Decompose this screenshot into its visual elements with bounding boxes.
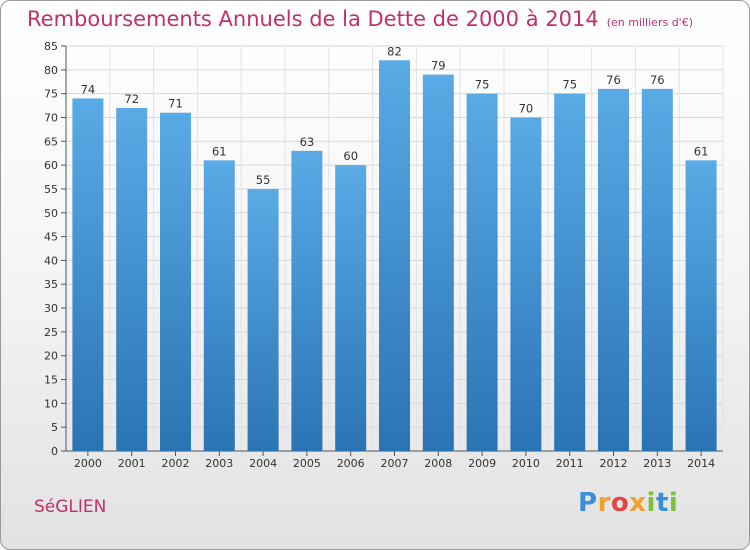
bar [335,165,367,451]
bar [72,98,104,451]
bar [685,160,717,451]
data-label: 70 [519,101,534,115]
y-tick-label: 85 [44,40,58,53]
y-tick-label: 70 [44,111,58,124]
x-tick-label: 2012 [600,457,628,470]
bar [247,188,279,452]
x-tick-label: 2014 [687,457,715,470]
x-tick-label: 2001 [118,457,146,470]
data-label: 82 [387,44,402,58]
bars [72,60,717,452]
bar [116,107,148,452]
y-tick-label: 25 [44,326,58,339]
data-label: 61 [694,144,709,158]
y-tick-label: 10 [44,397,58,410]
data-label: 60 [343,149,358,163]
data-label: 76 [606,73,621,87]
data-label: 55 [256,173,271,187]
x-tick-label: 2011 [556,457,584,470]
title-text: Remboursements Annuels de la Dette de 20… [27,7,599,31]
bar [203,160,235,451]
y-tick-label: 35 [44,278,58,291]
x-tick-label: 2010 [512,457,540,470]
y-tick-label: 65 [44,135,58,148]
bar [291,150,323,451]
data-label: 75 [562,78,577,92]
unit-label: (en milliers d'€) [606,16,693,29]
bar [466,93,498,451]
data-label: 79 [431,59,446,73]
x-tick-label: 2008 [424,457,452,470]
town-name: SéGLIEN [34,497,107,517]
y-tick-label: 60 [44,159,58,172]
y-tick-label: 80 [44,64,58,77]
bar [554,93,586,451]
bar [510,117,542,452]
data-label: 76 [650,73,665,87]
y-tick-label: 15 [44,374,58,387]
y-tick-label: 0 [51,445,58,458]
x-tick-label: 2013 [643,457,671,470]
data-label: 63 [300,135,315,149]
x-tick-label: 2005 [293,457,321,470]
data-label: 61 [212,144,227,158]
y-tick-label: 40 [44,254,58,267]
bar [641,88,673,451]
data-label: 75 [475,78,490,92]
data-labels: 74 72 71 61 55 63 60 82 79 75 70 75 76 76 61 [81,44,709,187]
x-tick-label: 2004 [249,457,277,470]
y-tick-label: 50 [44,207,58,220]
y-tick-label: 30 [44,302,58,315]
y-tick-label: 55 [44,183,58,196]
y-tick-label: 5 [51,421,58,434]
data-label: 71 [168,97,183,111]
bar [160,112,191,452]
x-tick-label: 2002 [162,457,190,470]
bar [379,60,410,451]
bar [598,88,629,451]
y-tick-label: 45 [44,231,58,244]
chart-title: Remboursements Annuels de la Dette de 20… [27,7,693,31]
x-tick-label: 2009 [468,457,496,470]
y-tick-label: 75 [44,88,58,101]
data-label: 74 [81,82,96,96]
x-tick-label: 2007 [381,457,409,470]
proxiti-logo[interactable]: Proxiti [578,488,679,518]
bar [422,74,454,452]
x-tick-label: 2000 [74,457,102,470]
data-label: 72 [124,92,139,106]
x-tick-label: 2006 [337,457,365,470]
y-tick-label: 20 [44,350,58,363]
x-tick-label: 2003 [205,457,233,470]
